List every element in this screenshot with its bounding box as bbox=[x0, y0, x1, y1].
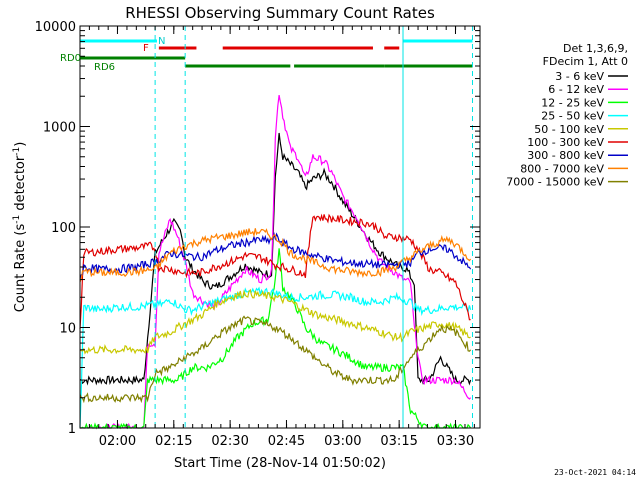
x-tick-label-0: 02:00 bbox=[99, 434, 136, 449]
timestamp: 23-Oct-2021 04:14 bbox=[554, 468, 636, 477]
chart-title: RHESSI Observing Summary Count Rates bbox=[125, 4, 435, 22]
series-line-2 bbox=[80, 248, 472, 430]
series-line-4 bbox=[79, 288, 471, 355]
y-tick-label-4: 10000 bbox=[35, 20, 76, 35]
legend-label-1: 6 - 12 keV bbox=[548, 83, 604, 96]
x-axis-ticks: 02:00 02:15 02:30 02:45 03:00 03:15 03:30 bbox=[79, 26, 475, 449]
rd6-flag-label: RD6 bbox=[94, 62, 115, 73]
flag-bars bbox=[80, 39, 473, 68]
legend-label-5: 100 - 300 keV bbox=[527, 136, 604, 149]
legend-label-6: 300 - 800 keV bbox=[527, 149, 604, 162]
legend-label-4: 50 - 100 keV bbox=[534, 123, 604, 136]
legend-label-0: 3 - 6 keV bbox=[555, 70, 604, 83]
vertical-markers bbox=[79, 26, 473, 428]
legend-header-line-2: FDecim 1, Att 0 bbox=[543, 55, 628, 68]
x-tick-label-6: 03:30 bbox=[437, 434, 474, 449]
y-axis-label: Count Rate (s-1 detector-1) bbox=[12, 142, 28, 313]
x-tick-label-2: 02:30 bbox=[211, 434, 248, 449]
x-tick-label-5: 03:15 bbox=[380, 434, 417, 449]
rd0-flag-label: RD0 bbox=[60, 53, 81, 64]
series-line-8 bbox=[79, 315, 472, 404]
series-line-6 bbox=[79, 231, 472, 281]
series-line-5 bbox=[79, 213, 471, 330]
x-tick-label-4: 03:00 bbox=[324, 434, 361, 449]
legend-label-2: 12 - 25 keV bbox=[541, 96, 604, 109]
legend-label-3: 25 - 50 keV bbox=[541, 110, 604, 123]
series-line-1 bbox=[80, 94, 472, 429]
y-tick-label-2: 100 bbox=[51, 221, 76, 236]
y-axis-ticks: 1 10 100 1000 10000 bbox=[35, 20, 480, 437]
series-lines bbox=[79, 94, 472, 430]
x-axis-label: Start Time (28-Nov-14 01:50:02) bbox=[174, 456, 386, 471]
legend-label-7: 800 - 7000 keV bbox=[520, 162, 604, 175]
legend-label-8: 7000 - 15000 keV bbox=[506, 176, 604, 189]
x-tick-label-1: 02:15 bbox=[155, 434, 192, 449]
series-line-7 bbox=[79, 228, 472, 283]
flare-flag-label: F bbox=[143, 43, 149, 54]
y-tick-label-1: 10 bbox=[59, 322, 76, 337]
series-line-0 bbox=[79, 132, 472, 386]
legend-header-line-1: Det 1,3,6,9, bbox=[563, 42, 628, 55]
night-flag-label: N bbox=[158, 36, 165, 47]
y-tick-label-3: 1000 bbox=[43, 121, 76, 136]
x-tick-label-3: 02:45 bbox=[268, 434, 305, 449]
y-tick-label-0: 1 bbox=[68, 422, 76, 437]
